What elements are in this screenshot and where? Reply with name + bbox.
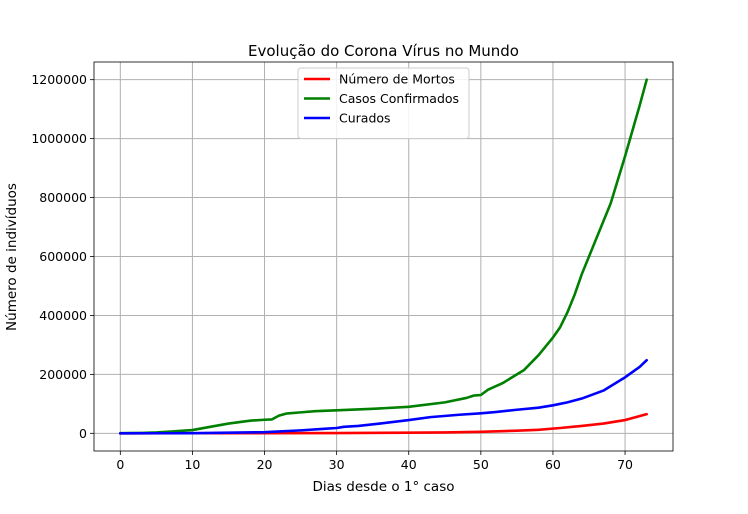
x-tick-label: 0 <box>116 457 124 472</box>
y-tick-label: 1200000 <box>31 72 87 87</box>
x-tick-label: 20 <box>257 457 273 472</box>
x-tick-label: 40 <box>401 457 417 472</box>
legend: Número de Mortos Casos Confirmados Curados <box>297 67 470 139</box>
x-tick-label: 60 <box>545 457 561 472</box>
y-tick-label: 400000 <box>39 308 87 323</box>
y-tick-label: 1000000 <box>31 131 87 146</box>
x-axis-label: Dias desde o 1° caso <box>313 479 455 495</box>
y-tick-label: 200000 <box>39 367 87 382</box>
legend-label: Número de Mortos <box>339 72 455 87</box>
y-tick-label: 600000 <box>39 249 87 264</box>
x-tick-label: 30 <box>329 457 345 472</box>
x-tick-label: 50 <box>473 457 489 472</box>
series-line <box>119 78 648 435</box>
chart-title: Evolução do Corona Vírus no Mundo <box>248 42 519 60</box>
legend-label: Curados <box>339 111 391 126</box>
x-tick-label: 70 <box>617 457 633 472</box>
series-line <box>119 412 648 435</box>
ticks: 0 10 20 30 40 50 60 70 0 200000 400000 600000 800000… <box>31 72 633 472</box>
y-axis-label: Número de indivíduos <box>4 183 20 331</box>
legend-label: Casos Confirmados <box>339 91 459 106</box>
y-tick-label: 800000 <box>39 190 87 205</box>
series-lines <box>119 78 648 435</box>
x-tick-label: 10 <box>184 457 200 472</box>
series-line <box>119 358 648 435</box>
legend-box <box>297 67 470 139</box>
y-tick-label: 0 <box>79 426 87 441</box>
